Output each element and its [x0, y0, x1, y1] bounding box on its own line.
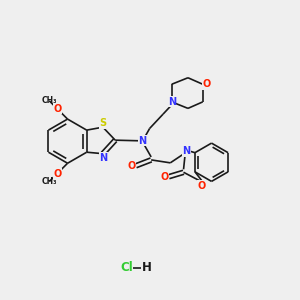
Text: N: N: [138, 136, 146, 146]
Text: O: O: [128, 161, 136, 171]
Text: O: O: [53, 169, 61, 179]
Text: N: N: [99, 153, 107, 163]
Text: O: O: [160, 172, 169, 182]
Text: CH₃: CH₃: [41, 177, 57, 186]
Text: H: H: [142, 261, 152, 274]
Text: O: O: [198, 181, 206, 190]
Text: N: N: [182, 146, 190, 156]
Text: CH₃: CH₃: [41, 96, 57, 105]
Text: N: N: [168, 97, 176, 107]
Text: O: O: [53, 104, 61, 114]
Text: O: O: [203, 79, 211, 89]
Text: Cl: Cl: [120, 261, 133, 274]
Text: S: S: [99, 118, 106, 128]
